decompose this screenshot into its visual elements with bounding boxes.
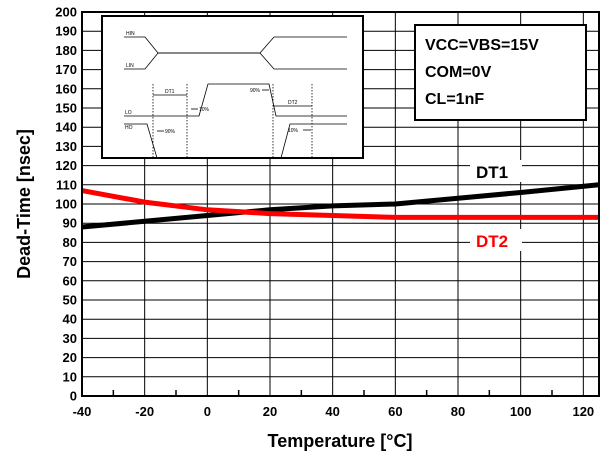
condition-vcc-vbs: VCC=VBS=15V bbox=[425, 37, 539, 54]
y-tick-label: 170 bbox=[55, 62, 77, 77]
y-tick-label: 120 bbox=[55, 158, 77, 173]
inset-marker-dt2: DT2 bbox=[288, 100, 298, 106]
series-label-dt1: DT1 bbox=[476, 163, 508, 182]
y-tick-label: 200 bbox=[55, 5, 77, 20]
inset-level-ho-rise: 10% bbox=[288, 128, 299, 134]
y-tick-label: 150 bbox=[55, 101, 77, 116]
y-tick-label: 10 bbox=[63, 369, 77, 384]
y-tick-label: 140 bbox=[55, 120, 77, 135]
inset-waveforms bbox=[124, 36, 347, 159]
condition-cl: CL=1nF bbox=[425, 91, 484, 108]
y-axis-title: Dead-Time [nsec] bbox=[14, 129, 34, 279]
y-tick-label: 100 bbox=[55, 197, 77, 212]
y-tick-label: 80 bbox=[63, 235, 77, 250]
inset-level-ho-fall: 90% bbox=[165, 129, 176, 135]
conditions-frame bbox=[414, 24, 587, 121]
x-tick-label: 20 bbox=[263, 404, 277, 419]
x-tick-label: 80 bbox=[451, 404, 465, 419]
y-tick-label: 70 bbox=[63, 254, 77, 269]
y-tick-label: 160 bbox=[55, 81, 77, 96]
plot-frame bbox=[81, 11, 600, 397]
series-line-dt1 bbox=[81, 182, 600, 230]
inset-level-lo-fall: 90% bbox=[250, 88, 261, 94]
conditions-box: VCC=VBS=15V COM=0V CL=1nF bbox=[414, 24, 587, 121]
y-tick-label: 190 bbox=[55, 24, 77, 39]
inset-label-lin: LIN bbox=[126, 63, 134, 69]
inset-level-lo-rise: 10% bbox=[199, 107, 210, 113]
x-tick-label: -20 bbox=[135, 404, 154, 419]
series-line-dt2 bbox=[81, 188, 599, 220]
y-tick-label: 50 bbox=[63, 293, 77, 308]
y-tick-label: 90 bbox=[63, 216, 77, 231]
x-tick-label: 60 bbox=[388, 404, 402, 419]
timing-diagram-inset: HIN LIN LO HO DT1 DT2 10% 90% 90% 10% bbox=[101, 15, 364, 159]
y-tick-label: 60 bbox=[63, 273, 77, 288]
condition-com: COM=0V bbox=[425, 64, 492, 81]
y-tick-label: 0 bbox=[70, 389, 77, 404]
x-tick-label: 120 bbox=[572, 404, 594, 419]
x-tick-label: 40 bbox=[325, 404, 339, 419]
dt1-label-bg bbox=[470, 160, 522, 182]
x-tick-label: -40 bbox=[73, 404, 92, 419]
inset-label-lo: LO bbox=[125, 110, 132, 116]
inset-frame bbox=[101, 15, 364, 159]
y-tick-label: 40 bbox=[63, 312, 77, 327]
x-axis-title: Temperature [°C] bbox=[268, 431, 413, 451]
y-tick-label: 180 bbox=[55, 43, 77, 58]
y-tick-label: 130 bbox=[55, 139, 77, 154]
x-tick-label: 0 bbox=[204, 404, 211, 419]
dt2-label-bg bbox=[470, 229, 522, 251]
series-label-dt2: DT2 bbox=[476, 232, 508, 251]
x-tick-label: 100 bbox=[510, 404, 532, 419]
y-tick-label: 30 bbox=[63, 331, 77, 346]
series-lines bbox=[81, 182, 600, 230]
axis-ticks: 0 10 20 30 40 50 60 70 80 90 100 110 120 130 140 150 160… bbox=[55, 5, 594, 420]
inset-label-ho: HO bbox=[125, 125, 133, 131]
y-tick-label: 110 bbox=[56, 177, 77, 192]
y-tick-label: 20 bbox=[63, 350, 77, 365]
inset-marker-dt1: DT1 bbox=[165, 89, 175, 95]
inset-label-hin: HIN bbox=[126, 31, 135, 37]
